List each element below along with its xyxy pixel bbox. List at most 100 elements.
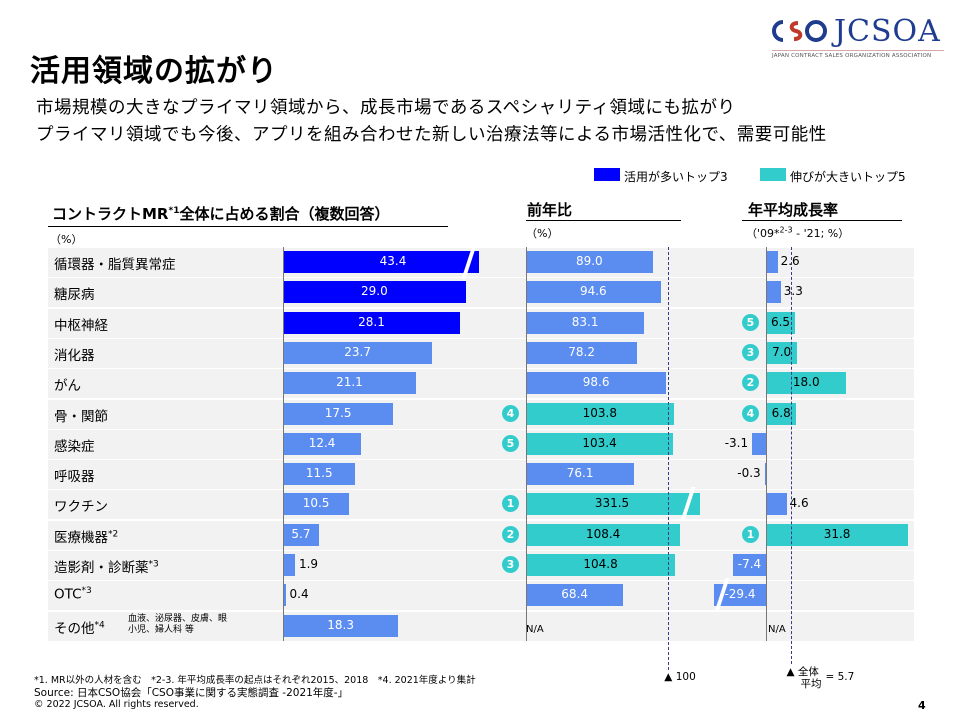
cagr-unit-a: （'09* <box>746 227 780 240</box>
category-footnote-ref: *3 <box>148 559 159 570</box>
cagr-reference-label: 平均 <box>800 678 822 690</box>
cagr-value-label: 6.5 <box>770 314 791 329</box>
share-bar <box>283 372 416 395</box>
share-bar <box>283 584 286 607</box>
yoy-value-label: 108.4 <box>585 526 621 541</box>
row-separator <box>48 610 914 612</box>
cagr-value-label: -0.3 <box>737 466 761 481</box>
footnote-line-1: *1. MR以外の人材を含む *2-3. 年平均成長率の起点はそれぞれ2015、… <box>34 675 476 686</box>
cagr-header: 年平均成長率 <box>748 201 839 219</box>
category-name: ワクチン <box>54 499 108 516</box>
share-bar <box>283 402 394 425</box>
row-separator <box>48 550 914 551</box>
row-separator <box>48 428 914 430</box>
category-name: 骨・関節 <box>54 408 108 425</box>
jcsoa-logo: JCSOA JAPAN CONTRACT SALES ORGANIZATION … <box>768 12 948 64</box>
yoy-value-label: 104.8 <box>583 557 618 571</box>
cagr-unit-b: - '21; %） <box>792 227 850 240</box>
row-separator <box>48 337 914 339</box>
cagr-bar <box>766 493 787 516</box>
share-value-label: 1.9 <box>298 557 319 571</box>
share-bar <box>283 463 356 486</box>
share-bar <box>283 311 461 334</box>
legend-swatch-top5 <box>760 168 786 181</box>
yoy-rank-badge: 2 <box>502 525 519 543</box>
yoy-reference-label: ▲ 100 <box>664 671 696 683</box>
cagr-value-label: 31.8 <box>823 526 851 541</box>
share-header-underline <box>48 226 448 227</box>
cagr-bar <box>714 584 766 607</box>
page-title: 活用領域の拡がり <box>30 54 278 89</box>
yoy-value-label: 89.0 <box>575 254 603 268</box>
category-label: ワクチン <box>54 495 108 515</box>
cagr-rank-badge: 5 <box>742 313 759 331</box>
row-separator <box>48 640 914 642</box>
row-separator <box>48 307 914 309</box>
yoy-bar <box>526 493 700 516</box>
row-separator <box>48 277 914 279</box>
table-row <box>48 580 914 611</box>
yoy-bar <box>526 372 667 395</box>
cagr-bar <box>766 251 778 273</box>
yoy-bar <box>526 402 674 425</box>
share-bar <box>283 523 319 546</box>
cagr-bar <box>732 554 766 576</box>
yoy-bar <box>526 463 635 486</box>
yoy-reference-line <box>668 247 670 670</box>
logo-divider <box>772 50 944 51</box>
category-label: 消化器 <box>54 344 95 364</box>
cagr-bar <box>764 463 766 486</box>
cagr-header-underline <box>742 220 902 221</box>
category-label: その他*4 <box>54 617 105 637</box>
category-label: 造影剤・診断薬*3 <box>54 556 159 577</box>
share-value-label: 23.7 <box>344 344 371 359</box>
share-bar <box>283 554 295 576</box>
share-header-suffix: 全体に占める割合（複数回答） <box>179 205 390 223</box>
cagr-unit: （'09*2-3 - '21; %） <box>746 225 849 241</box>
logo-subtitle: JAPAN CONTRACT SALES ORGANIZATION ASSOCI… <box>772 53 932 59</box>
cagr-rank-badge: 4 <box>742 404 759 422</box>
legend-label-top5: 伸びが大きいトップ5 <box>790 170 906 184</box>
logo-text: JCSOA <box>834 14 941 49</box>
page-number: 4 <box>918 699 926 712</box>
table-row <box>48 459 914 490</box>
category-name: その他 <box>54 620 95 637</box>
cagr-unit-sup: 2-3 <box>779 225 793 235</box>
cagr-value-label: 6.8 <box>771 405 791 420</box>
category-name: 循環器・脂質異常症 <box>54 257 176 273</box>
yoy-header: 前年比 <box>527 201 573 219</box>
yoy-axis <box>526 247 527 641</box>
row-separator <box>48 247 914 248</box>
category-label: 感染症 <box>54 435 95 455</box>
cagr-na-label: N/A <box>768 623 786 635</box>
yoy-value-label: 76.1 <box>566 466 594 481</box>
cagr-bar <box>766 341 798 364</box>
share-value-label: 10.5 <box>302 496 330 511</box>
yoy-value-label: 94.6 <box>579 284 607 299</box>
category-name: がん <box>54 378 81 395</box>
legend-swatch-top3 <box>594 168 620 181</box>
cagr-rank-badge: 1 <box>742 525 759 543</box>
category-name: OTC <box>54 586 82 603</box>
category-footnote-ref: *4 <box>94 620 105 631</box>
share-axis <box>283 247 284 641</box>
category-name: 中枢神経 <box>54 317 108 334</box>
yoy-bar <box>526 281 661 304</box>
category-name: 糖尿病 <box>54 287 95 304</box>
cagr-reference-label: = 5.7 <box>825 671 855 683</box>
category-name: 呼吸器 <box>54 469 95 486</box>
cagr-reference-label: ▲ 全体 <box>786 666 819 678</box>
cagr-bar <box>752 432 766 455</box>
share-header-sup: *1 <box>168 206 180 216</box>
yoy-bar <box>526 554 676 576</box>
category-label: OTC*3 <box>54 586 92 603</box>
cagr-bar <box>766 402 797 425</box>
yoy-bar <box>526 432 674 455</box>
share-value-label: 18.3 <box>327 617 354 632</box>
cagr-value-label: 2.6 <box>780 254 800 268</box>
category-label: 呼吸器 <box>54 465 95 485</box>
cagr-bar <box>766 311 796 334</box>
cagr-rank-badge: 3 <box>742 343 759 361</box>
row-separator <box>48 459 914 461</box>
footnote-source: Source: 日本CSO協会「CSO事業に関する実態調査 -2021年度-」 <box>34 687 349 699</box>
